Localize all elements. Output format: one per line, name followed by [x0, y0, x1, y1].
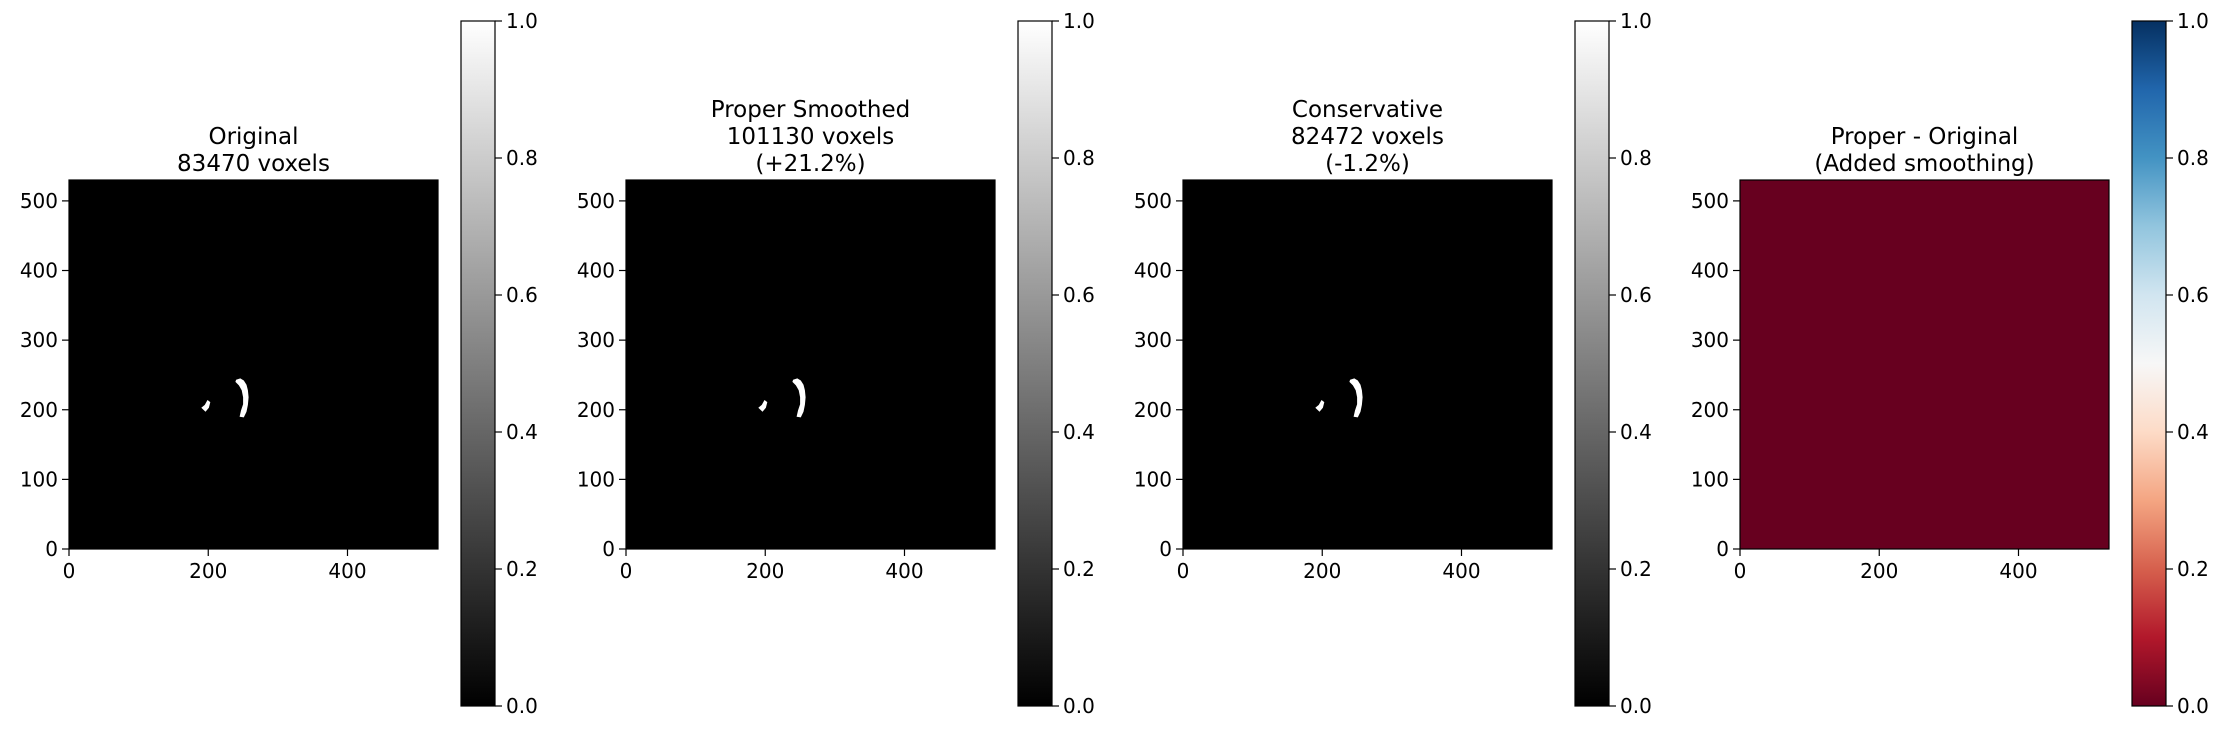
colorbar-tick-label: 0.4 — [2177, 420, 2209, 444]
plot-frame — [625, 179, 996, 550]
y-tick-label: 100 — [20, 467, 58, 491]
mask-region-blob-small — [758, 400, 768, 412]
panel-title-line: (-1.2%) — [1325, 151, 1410, 177]
colorbar-tick-label: 0.2 — [2177, 557, 2209, 581]
panel-title-line: 101130 voxels — [727, 124, 895, 150]
x-tick-label: 0 — [1177, 559, 1190, 583]
colorbar-tick-label: 0.6 — [1063, 283, 1095, 307]
panel-title-line: 82472 voxels — [1291, 124, 1444, 150]
y-tick-label: 200 — [1691, 398, 1729, 422]
y-tick-label: 100 — [577, 467, 615, 491]
panel-4: Proper - Original(Added smoothing) 0 200 40… — [1691, 9, 2209, 718]
panel-title-line: Original — [208, 124, 298, 150]
x-tick-label: 400 — [1999, 559, 2037, 583]
colorbar-gradient — [1574, 20, 1610, 707]
colorbar-tick-label: 0.2 — [506, 557, 538, 581]
colorbar-tick-label: 0.0 — [506, 694, 538, 718]
mask-region-blob-small — [201, 400, 211, 412]
y-tick-label: 0 — [602, 537, 615, 561]
colorbar-gradient — [2131, 20, 2167, 707]
x-tick-label: 200 — [189, 559, 227, 583]
panel-title-line: (+21.2%) — [755, 151, 865, 177]
y-tick-label: 0 — [1716, 537, 1729, 561]
colorbar-tick-label: 0.4 — [1063, 420, 1095, 444]
colorbar-tick-label: 0.4 — [1620, 420, 1652, 444]
colorbar-tick-label: 0.0 — [1620, 694, 1652, 718]
panel-title-line: (Added smoothing) — [1814, 151, 2034, 177]
image-area — [626, 180, 995, 549]
y-tick-label: 0 — [1159, 537, 1172, 561]
x-tick-label: 400 — [885, 559, 923, 583]
y-tick-label: 200 — [577, 398, 615, 422]
colorbar: 0.0 0.2 0.4 0.6 0.8 1.0 — [2131, 9, 2209, 718]
colorbar: 0.0 0.2 0.4 0.6 0.8 1.0 — [1017, 9, 1095, 718]
y-tick-label: 200 — [20, 398, 58, 422]
mask-region-blob-small — [1315, 400, 1325, 412]
panel-title-line: Proper - Original — [1831, 124, 2019, 150]
mask-region-crescent-main — [792, 378, 806, 418]
x-tick-label: 400 — [328, 559, 366, 583]
mask-region-crescent-main — [1349, 378, 1363, 418]
y-tick-label: 300 — [577, 328, 615, 352]
colorbar-tick-label: 1.0 — [1063, 9, 1095, 33]
image-area — [1183, 180, 1552, 549]
x-tick-label: 0 — [620, 559, 633, 583]
y-tick-label: 400 — [577, 259, 615, 283]
colorbar-tick-label: 1.0 — [2177, 9, 2209, 33]
panel-title-line: Conservative — [1292, 97, 1443, 123]
y-tick-label: 0 — [45, 537, 58, 561]
x-tick-label: 0 — [63, 559, 76, 583]
y-tick-label: 400 — [1134, 259, 1172, 283]
colorbar-tick-label: 0.6 — [506, 283, 538, 307]
y-tick-label: 500 — [1691, 189, 1729, 213]
y-tick-label: 200 — [1134, 398, 1172, 422]
x-tick-label: 0 — [1734, 559, 1747, 583]
panel-title-line: Proper Smoothed — [711, 97, 911, 123]
y-tick-label: 300 — [1134, 328, 1172, 352]
colorbar-tick-label: 0.2 — [1063, 557, 1095, 581]
y-tick-label: 500 — [20, 189, 58, 213]
colorbar-tick-label: 0.6 — [1620, 283, 1652, 307]
colorbar-tick-label: 0.8 — [1620, 146, 1652, 170]
colorbar-tick-label: 1.0 — [1620, 9, 1652, 33]
y-tick-label: 100 — [1134, 467, 1172, 491]
y-tick-label: 100 — [1691, 467, 1729, 491]
y-tick-label: 400 — [1691, 259, 1729, 283]
colorbar-tick-label: 0.0 — [1063, 694, 1095, 718]
y-tick-label: 300 — [20, 328, 58, 352]
colorbar-tick-label: 0.8 — [1063, 146, 1095, 170]
colorbar-tick-label: 1.0 — [506, 9, 538, 33]
y-tick-label: 500 — [1134, 189, 1172, 213]
colorbar-tick-label: 0.2 — [1620, 557, 1652, 581]
y-tick-label: 400 — [20, 259, 58, 283]
x-tick-label: 200 — [1303, 559, 1341, 583]
plot-frame — [1182, 179, 1553, 550]
colorbar-tick-label: 0.8 — [506, 146, 538, 170]
colorbar-gradient — [460, 20, 496, 707]
mask-region-crescent-main — [235, 378, 249, 418]
image-area — [69, 180, 438, 549]
image-area — [1740, 180, 2109, 549]
x-tick-label: 400 — [1442, 559, 1480, 583]
colorbar-tick-label: 0.8 — [2177, 146, 2209, 170]
y-tick-label: 500 — [577, 189, 615, 213]
panel-title-line: 83470 voxels — [177, 151, 330, 177]
colorbar-tick-label: 0.4 — [506, 420, 538, 444]
plot-frame — [1739, 179, 2110, 550]
x-tick-label: 200 — [746, 559, 784, 583]
colorbar: 0.0 0.2 0.4 0.6 0.8 1.0 — [1574, 9, 1652, 718]
colorbar-tick-label: 0.6 — [2177, 283, 2209, 307]
colorbar-tick-label: 0.0 — [2177, 694, 2209, 718]
colorbar: 0.0 0.2 0.4 0.6 0.8 1.0 — [460, 9, 538, 718]
plot-frame — [68, 179, 439, 550]
colorbar-gradient — [1017, 20, 1053, 707]
x-tick-label: 200 — [1860, 559, 1898, 583]
y-tick-label: 300 — [1691, 328, 1729, 352]
